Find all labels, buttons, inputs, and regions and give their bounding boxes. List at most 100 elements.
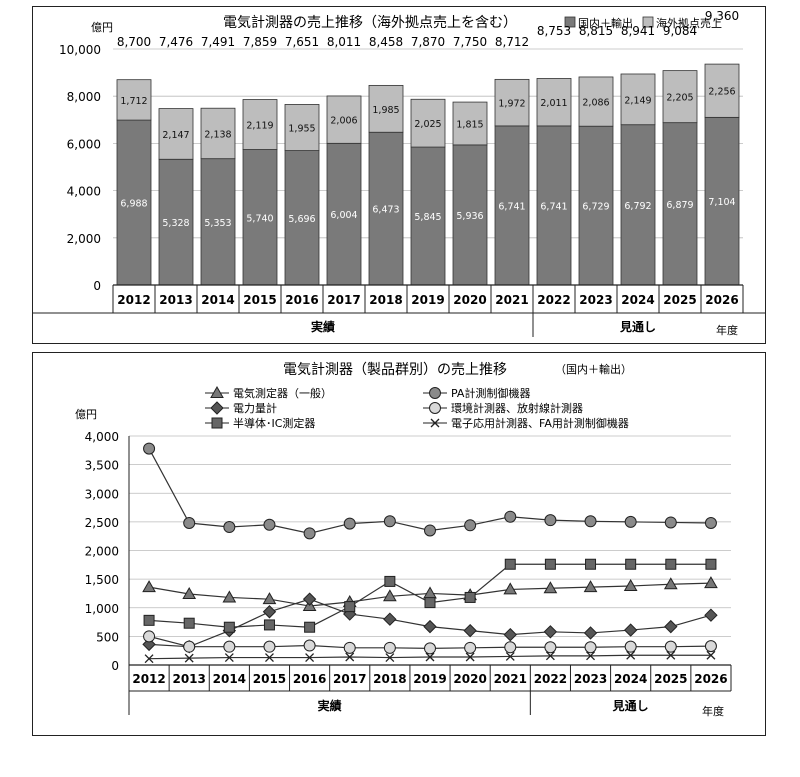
circle-marker — [263, 640, 276, 653]
bar-value-label: 6,792 — [624, 201, 651, 212]
bar-value-label: 5,696 — [288, 214, 315, 225]
bar-segment — [242, 99, 278, 150]
x-marker-stroke — [430, 418, 440, 428]
circle-marker — [383, 641, 396, 654]
bar-total-label: 8,753 — [537, 24, 571, 38]
x-tick-label: 2026 — [694, 672, 727, 686]
bar-value-label: 6,741 — [540, 201, 567, 212]
x-tick-label: 2024 — [614, 672, 647, 686]
circle-marker — [183, 517, 196, 530]
circle-marker — [303, 527, 316, 540]
circle-marker — [544, 641, 557, 654]
legend-label: 電子応用計測器、FA用計測制御機器 — [451, 416, 629, 430]
bar-value-label: 5,353 — [204, 218, 231, 229]
x-marker-stroke — [626, 650, 636, 660]
x-tick-label: 2022 — [537, 293, 570, 307]
legend-label: PA計測制御機器 — [451, 386, 530, 400]
circle-marker — [464, 641, 477, 654]
bar-segment — [494, 78, 530, 127]
y-tick-label: 2,000 — [67, 232, 101, 246]
x-tick-label: 2023 — [574, 672, 607, 686]
x-tick-label: 2018 — [369, 293, 402, 307]
bar-value-label: 5,845 — [414, 212, 441, 223]
bar-segment — [368, 131, 404, 286]
y-tick-label: 1,000 — [85, 602, 119, 616]
triangle-marker — [383, 589, 397, 602]
legend-swatch — [642, 16, 654, 28]
x-tick-label: 2013 — [159, 293, 192, 307]
square-marker — [665, 558, 677, 570]
group-label: 見通し — [619, 319, 656, 334]
square-marker — [424, 597, 436, 609]
x-tick-label: 2019 — [411, 293, 444, 307]
x-tick-label: 2015 — [253, 672, 286, 686]
bar-total-label: 9,084 — [663, 24, 697, 38]
diamond-marker — [383, 612, 397, 626]
bar-total-label: 8,011 — [327, 35, 361, 49]
bar-value-label: 6,729 — [582, 202, 609, 213]
circle-marker — [183, 640, 196, 653]
legend-label: 半導体･IC測定器 — [233, 416, 315, 430]
diamond-marker — [583, 626, 598, 640]
bar-value-label: 7,104 — [708, 197, 735, 208]
x-tick-label: 2021 — [494, 672, 527, 686]
triangle-marker — [222, 590, 237, 603]
x-marker-stroke — [305, 653, 315, 663]
legend-label: 国内＋輸出 — [578, 16, 633, 30]
x-tick-label: 2016 — [293, 672, 326, 686]
circle-marker — [143, 442, 156, 455]
x-marker-stroke — [224, 653, 234, 663]
square-marker — [263, 619, 275, 631]
x-marker-stroke — [144, 654, 154, 664]
circle-marker — [429, 402, 441, 414]
bar-segment — [536, 78, 572, 127]
bar-total-label: 8,712 — [495, 35, 529, 49]
x-tick-label: 2017 — [333, 672, 366, 686]
y-tick-label: 4,000 — [67, 185, 101, 199]
circle-marker — [223, 640, 236, 653]
bar-total-label: 7,859 — [243, 35, 277, 49]
circle-marker — [544, 514, 557, 527]
x-marker-stroke — [265, 653, 274, 663]
y-tick-label: 500 — [96, 630, 119, 644]
bar-total-label: 8,700 — [117, 35, 151, 49]
bar-value-label: 2,119 — [246, 121, 273, 132]
x-tick-label: 2014 — [213, 672, 246, 686]
bar-value-label: 2,147 — [162, 130, 189, 141]
bar-value-label: 2,149 — [624, 95, 651, 106]
bar-value-label: 6,988 — [120, 199, 147, 210]
legend-label: 電力量計 — [233, 401, 277, 415]
diamond-marker — [623, 623, 638, 637]
diamond-marker — [262, 605, 277, 619]
triangle-marker — [142, 580, 156, 593]
y-tick-label: 0 — [111, 659, 119, 673]
bar-value-label: 2,025 — [414, 119, 441, 130]
diamond-marker — [664, 619, 678, 634]
x-marker-stroke — [184, 653, 194, 663]
triangle-marker — [623, 578, 638, 591]
bar-segment — [452, 101, 488, 146]
x-tick-label: 2025 — [663, 293, 696, 307]
bar-segment — [158, 108, 194, 160]
bar-value-label: 1,972 — [498, 99, 525, 110]
circle-marker — [584, 641, 597, 654]
bar-segment — [242, 149, 278, 286]
diamond-marker — [543, 625, 558, 639]
x-tick-label: 2022 — [534, 672, 567, 686]
triangle-marker — [262, 592, 277, 605]
triangle-marker — [210, 385, 224, 398]
bar-value-label: 5,328 — [162, 218, 189, 229]
bar-value-label: 6,004 — [330, 210, 357, 221]
legend-label: 環境計測器、放射線計測器 — [451, 401, 583, 415]
x-marker-stroke — [345, 652, 355, 662]
bar-total-label: 7,491 — [201, 35, 235, 49]
bar-segment — [662, 122, 698, 286]
x-tick-label: 2012 — [132, 672, 165, 686]
chart-title: 電気計測器の売上推移（海外拠点売上を含む） — [223, 15, 517, 31]
bar-segment — [578, 76, 614, 127]
circle-marker — [424, 642, 436, 655]
x-tick-label: 2020 — [453, 672, 486, 686]
circle-marker — [383, 515, 396, 528]
y-tick-label: 2,500 — [85, 516, 119, 530]
y-unit-label: 億円 — [75, 408, 97, 421]
